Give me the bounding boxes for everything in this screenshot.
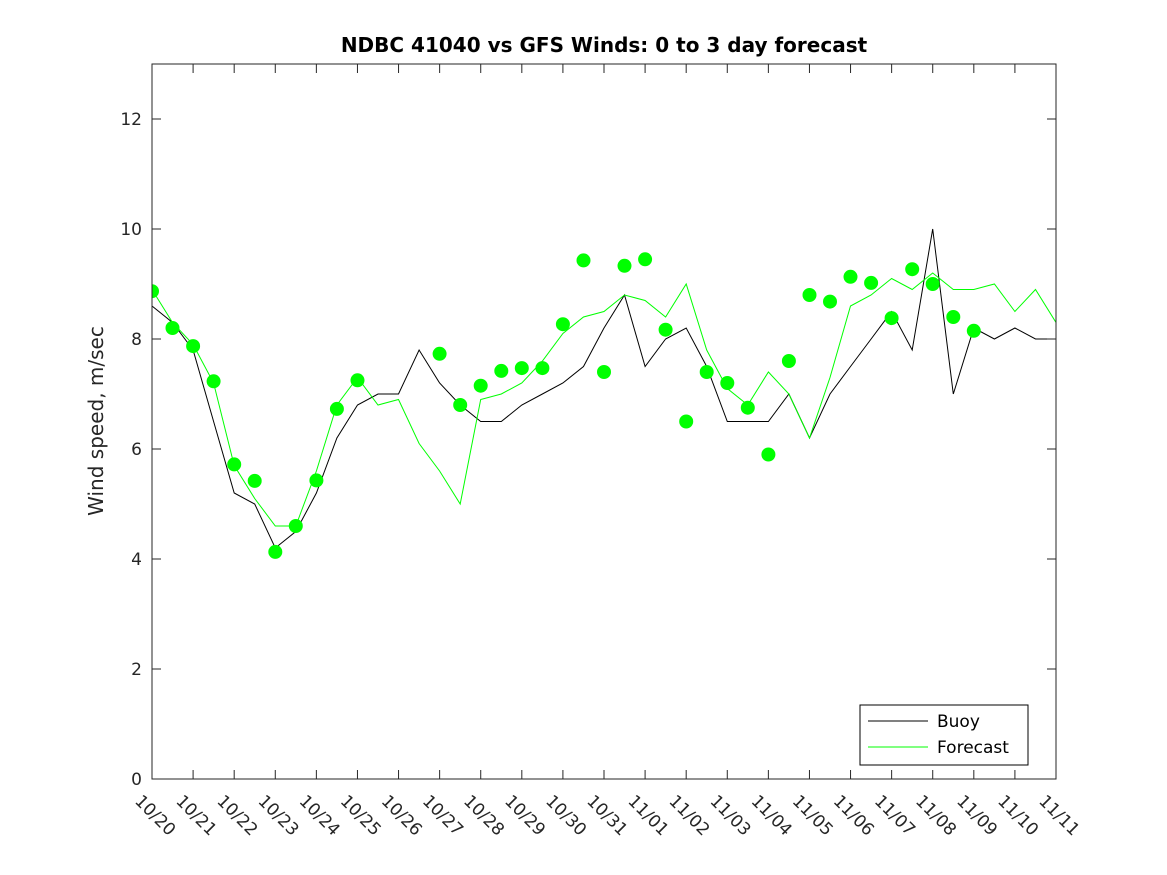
forecast-point: [1008, 0, 1021, 7]
legend-label-buoy: Buoy: [937, 712, 980, 732]
x-tick-label: 11/01: [624, 791, 673, 840]
forecast-point: [350, 373, 365, 388]
forecast-point: [781, 354, 796, 368]
x-tick-label: 10/22: [213, 791, 262, 840]
y-tick-label: 10: [120, 220, 142, 240]
x-tick-label: 11/06: [829, 791, 878, 840]
forecast-point: [535, 361, 550, 376]
forecast-point: [802, 288, 817, 302]
forecast-point: [206, 374, 221, 389]
x-tick-label: 10/24: [295, 791, 344, 840]
chart-title: NDBC 41040 vs GFS Winds: 0 to 3 day fore…: [341, 33, 868, 57]
x-tick-label: 10/25: [336, 791, 385, 840]
y-axis-label: Wind speed, m/sec: [84, 326, 108, 516]
forecast-point: [761, 447, 776, 462]
series-line-forecast: [152, 272, 1056, 527]
forecast-point: [966, 323, 981, 338]
x-tick-label: 11/02: [665, 791, 714, 840]
x-tick-label: 10/20: [130, 791, 179, 840]
forecast-point: [638, 252, 653, 267]
forecast-point: [494, 363, 509, 378]
forecast-point: [988, 0, 1001, 7]
forecast-point: [247, 473, 262, 488]
x-tick-label: 11/08: [911, 791, 960, 840]
legend: Buoy Forecast: [859, 704, 1029, 766]
x-tick-label: 11/04: [747, 791, 796, 840]
x-tick-label: 10/26: [377, 791, 426, 840]
forecast-point: [658, 322, 673, 337]
forecast-point: [268, 544, 283, 559]
x-tick-label: 10/28: [459, 791, 508, 840]
x-tick-label: 10/21: [172, 791, 221, 840]
legend-label-forecast: Forecast: [937, 738, 1009, 758]
forecast-point: [740, 400, 755, 415]
y-tick-label: 4: [131, 550, 142, 570]
x-tick-label: 10/23: [254, 791, 303, 840]
forecast-point: [152, 284, 159, 299]
y-tick-label: 0: [131, 770, 142, 790]
x-tick-label: 10/29: [500, 791, 549, 840]
forecast-point: [843, 269, 858, 284]
x-tick-label: 11/11: [1034, 791, 1083, 840]
forecast-point: [720, 376, 735, 390]
y-tick-label: 6: [131, 440, 142, 460]
x-tick-label: 11/05: [788, 791, 837, 840]
forecast-point: [946, 310, 961, 324]
forecast-point: [576, 253, 591, 268]
forecast-point: [864, 275, 879, 290]
forecast-point: [555, 317, 570, 332]
x-tick-label: 11/10: [993, 791, 1042, 840]
legend-box: [859, 704, 1029, 766]
x-tick-label: 11/09: [952, 791, 1001, 840]
series-line-buoy: [152, 228, 1056, 549]
y-tick-label: 8: [131, 330, 142, 350]
series-layer: [152, 0, 1056, 559]
forecast-point: [905, 262, 920, 277]
y-tick-label: 12: [120, 110, 142, 130]
x-tick-label: 10/31: [582, 791, 631, 840]
forecast-point: [925, 277, 940, 291]
forecast-point: [288, 519, 303, 533]
forecast-point: [699, 365, 714, 379]
forecast-point: [597, 365, 611, 379]
x-tick-label: 11/07: [870, 791, 919, 840]
forecast-point: [432, 346, 447, 361]
x-tick-label: 10/27: [418, 791, 467, 840]
forecast-point: [823, 294, 837, 309]
forecast-point: [227, 457, 242, 472]
forecast-point: [514, 361, 529, 376]
x-tick-label: 10/30: [541, 791, 590, 840]
forecast-point: [309, 473, 324, 488]
forecast-point: [679, 414, 694, 429]
forecast-point: [329, 401, 344, 416]
forecast-point: [884, 311, 899, 326]
y-tick-label: 2: [131, 660, 142, 680]
plot-area: [152, 64, 1056, 779]
forecast-point: [617, 258, 632, 273]
forecast-point: [186, 339, 201, 354]
forecast-point: [453, 398, 468, 412]
forecast-point: [165, 321, 180, 335]
x-tick-label: 11/03: [706, 791, 755, 840]
forecast-point: [473, 378, 488, 393]
